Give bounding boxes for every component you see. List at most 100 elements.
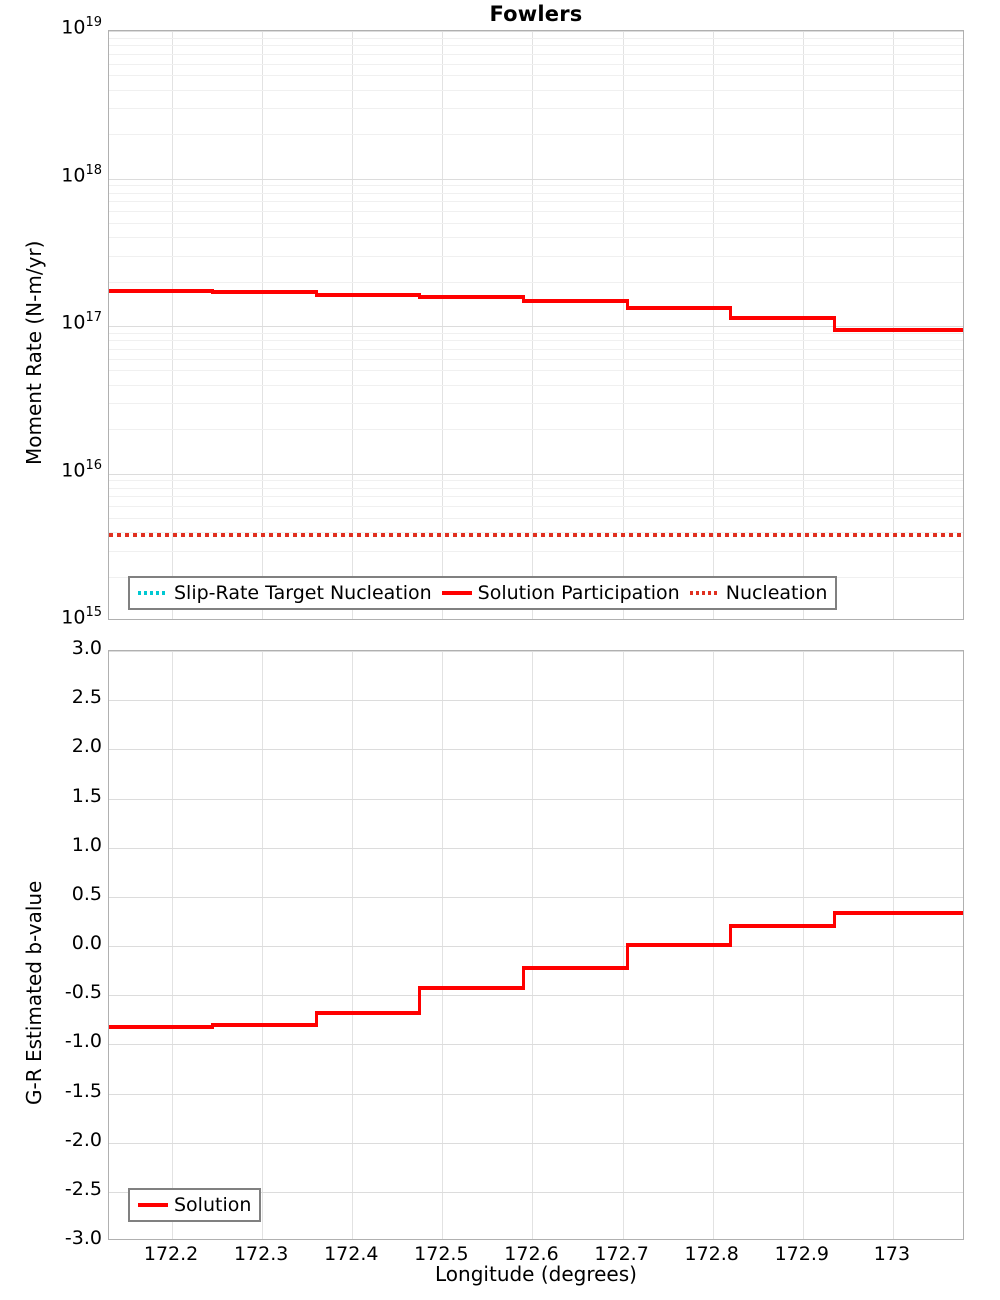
moment-rate-legend-item[interactable]: Solution Participation — [441, 582, 680, 604]
step-riser — [832, 910, 836, 929]
gridline-horizontal-minor-top — [109, 281, 963, 283]
page-title: Fowlers — [489, 2, 583, 26]
gridline-vertical-bottom — [532, 651, 534, 1239]
gridline-horizontal-minor-top — [109, 222, 963, 224]
gridline-horizontal-minor-top — [109, 517, 963, 519]
gridline-horizontal-minor-top — [109, 384, 963, 386]
step-riser — [729, 305, 733, 321]
gridline-horizontal-bottom — [109, 1142, 963, 1144]
gridline-vertical-bottom — [622, 651, 624, 1239]
bvalue-plot-area — [109, 651, 963, 1239]
step-segment — [316, 1010, 420, 1015]
gridline-vertical-top — [892, 31, 894, 619]
bvalue-panel-y-axis-label: G-R Estimated b-value — [22, 880, 46, 1105]
gridline-vertical-top — [442, 31, 444, 619]
gridline-horizontal-major-top — [109, 473, 963, 475]
x-tick-label: 172.5 — [414, 1243, 469, 1265]
gridline-horizontal-minor-top — [109, 403, 963, 405]
moment-rate-legend-item[interactable]: Slip-Rate Target Nucleation — [138, 582, 432, 604]
y-tick-label-top: 1017 — [61, 310, 102, 333]
gridline-horizontal-minor-top — [109, 370, 963, 372]
gridline-horizontal-minor-top — [109, 201, 963, 203]
gridline-horizontal-minor-top — [109, 506, 963, 508]
step-riser — [729, 924, 733, 947]
x-tick-label: 172.2 — [143, 1243, 199, 1265]
y-tick-label-top: 1019 — [61, 15, 102, 38]
y-tick-mantissa: 10 — [61, 458, 86, 481]
moment-rate-legend-label: Nucleation — [725, 582, 828, 604]
bvalue-plot-panel — [108, 650, 964, 1240]
moment-rate-plot-panel — [108, 30, 964, 620]
gridline-horizontal-bottom — [109, 651, 963, 652]
step-riser — [314, 1010, 318, 1027]
step-segment — [834, 910, 963, 915]
gridline-horizontal-minor-top — [109, 75, 963, 77]
top-panel-y-axis-label: Moment Rate (N-m/yr) — [22, 240, 46, 465]
step-segment — [730, 316, 835, 321]
y-tick-label-top: 1018 — [61, 163, 102, 186]
step-riser — [625, 943, 629, 970]
dotted-reference-line — [109, 533, 963, 538]
y-tick-label-bottom: 1.0 — [71, 833, 102, 856]
step-segment — [834, 327, 963, 332]
y-tick-label-bottom: -0.5 — [64, 981, 102, 1004]
step-riser — [418, 986, 422, 1015]
step-riser — [832, 316, 836, 332]
step-segment — [419, 294, 524, 299]
gridline-horizontal-minor-top — [109, 53, 963, 55]
gridline-vertical-top — [622, 31, 624, 619]
gridline-horizontal-bottom — [109, 946, 963, 947]
y-tick-label-bottom: 0.5 — [71, 882, 102, 905]
legend-line-swatch-icon — [441, 591, 472, 595]
gridline-horizontal-major-top — [109, 178, 963, 180]
bvalue-legend-item[interactable]: Solution — [138, 1194, 251, 1216]
gridline-horizontal-minor-top — [109, 63, 963, 65]
step-segment — [212, 1022, 317, 1027]
y-tick-label-bottom: 2.5 — [71, 686, 102, 709]
y-tick-exponent: 18 — [85, 162, 102, 178]
legend-line-swatch-icon — [138, 591, 168, 595]
gridline-horizontal-minor-top — [109, 429, 963, 431]
step-segment — [523, 965, 628, 970]
gridline-vertical-bottom — [802, 651, 804, 1239]
x-axis-label: Longitude (degrees) — [435, 1262, 637, 1286]
y-tick-mantissa: 10 — [61, 163, 86, 186]
x-tick-label: 172.3 — [233, 1243, 289, 1265]
y-tick-label-bottom: -2.0 — [64, 1128, 102, 1151]
legend-line-swatch-icon — [138, 1203, 168, 1207]
gridline-vertical-bottom — [352, 651, 354, 1239]
legend-line-swatch-icon — [689, 591, 720, 595]
gridline-horizontal-minor-top — [109, 496, 963, 498]
moment-rate-legend[interactable]: Slip-Rate Target Nucleation Solution Part… — [128, 576, 838, 610]
y-tick-label-top: 1015 — [61, 605, 102, 628]
step-segment — [627, 943, 731, 948]
gridline-vertical-top — [712, 31, 714, 619]
gridline-vertical-bottom — [172, 651, 174, 1239]
step-segment — [523, 299, 628, 304]
gridline-horizontal-bottom — [109, 798, 963, 800]
step-segment — [212, 290, 317, 294]
gridline-vertical-top — [532, 31, 534, 619]
y-tick-exponent: 17 — [85, 310, 102, 325]
gridline-horizontal-bottom — [109, 1093, 963, 1095]
gridline-horizontal-minor-top — [109, 89, 963, 91]
gridline-horizontal-bottom — [109, 995, 963, 997]
gridline-horizontal-minor-top — [109, 550, 963, 552]
y-tick-mantissa: 10 — [61, 606, 86, 629]
moment-rate-legend-item[interactable]: Nucleation — [689, 582, 828, 604]
gridline-horizontal-bottom — [109, 1191, 963, 1193]
bvalue-legend[interactable]: Solution — [128, 1188, 262, 1222]
y-tick-exponent: 15 — [85, 605, 102, 620]
gridline-vertical-top — [352, 31, 354, 619]
gridline-vertical-top — [802, 31, 804, 619]
gridline-vertical-top — [262, 31, 264, 619]
x-tick-label: 172.7 — [594, 1243, 649, 1265]
gridline-horizontal-bottom — [109, 749, 963, 751]
x-tick-label: 172.9 — [774, 1243, 829, 1265]
y-tick-label-bottom: 0.0 — [71, 932, 102, 954]
gridline-horizontal-minor-top — [109, 480, 963, 482]
x-tick-label: 172.4 — [324, 1243, 379, 1265]
step-segment — [627, 305, 731, 310]
y-tick-mantissa: 10 — [61, 311, 86, 334]
